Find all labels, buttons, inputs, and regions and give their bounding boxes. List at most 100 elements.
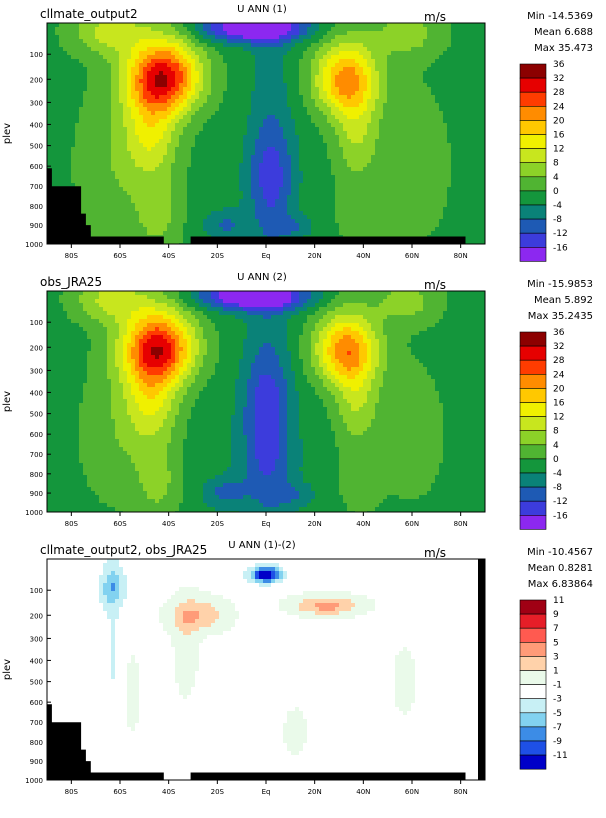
field-cell [219,87,223,91]
field-cell [83,203,87,207]
field-cell [399,191,403,195]
field-cell [339,39,343,43]
field-cell [243,39,247,43]
field-cell [127,163,131,167]
field-cell [203,91,207,95]
field-cell [123,107,127,111]
field-cell [103,51,107,55]
field-cell [179,99,183,103]
field-cell [99,135,103,139]
field-cell [479,135,483,139]
field-cell [455,147,459,151]
field-cell [55,63,59,67]
field-cell [331,147,335,151]
field-cell [395,175,399,179]
field-cell [311,127,315,131]
field-cell [271,171,275,175]
field-cell [55,27,59,31]
field-cell [187,107,191,111]
field-cell [451,171,455,175]
field-cell [299,63,303,67]
field-cell [407,199,411,203]
field-cell [203,139,207,143]
field-cell [187,191,191,195]
field-cell [455,143,459,147]
field-cell [431,135,435,139]
field-cell [363,103,367,107]
field-cell [231,79,235,83]
field-cell [115,39,119,43]
field-cell [391,111,395,115]
field-cell [463,163,467,167]
field-cell [307,91,311,95]
field-cell [403,27,407,31]
field-cell [287,99,291,103]
field-cell [147,123,151,127]
field-cell [159,175,163,179]
field-cell [475,91,479,95]
field-cell [415,115,419,119]
field-cell [223,27,227,31]
field-cell [103,187,107,191]
field-cell [275,31,279,35]
field-cell [291,199,295,203]
field-cell [295,143,299,147]
field-cell [115,95,119,99]
field-cell [219,67,223,71]
field-cell [99,203,103,207]
field-cell [343,159,347,163]
field-cell [475,159,479,163]
field-cell [63,27,67,31]
field-cell [419,127,423,131]
field-cell [439,127,443,131]
field-cell [147,23,151,27]
field-cell [123,75,127,79]
field-cell [87,103,91,107]
field-cell [467,103,471,107]
field-cell [83,131,87,135]
field-cell [219,27,223,31]
field-cell [263,167,267,171]
field-cell [431,55,435,59]
field-cell [219,131,223,135]
field-cell [439,51,443,55]
field-cell [251,35,255,39]
field-cell [171,67,175,71]
field-cell [219,123,223,127]
field-cell [379,159,383,163]
field-cell [243,171,247,175]
field-cell [283,123,287,127]
field-cell [331,23,335,27]
field-cell [199,179,203,183]
field-cell [107,35,111,39]
field-cell [123,79,127,83]
field-cell [315,107,319,111]
field-cell [467,159,471,163]
field-cell [319,115,323,119]
field-cell [207,111,211,115]
field-cell [307,123,311,127]
field-cell [67,131,71,135]
field-cell [67,39,71,43]
field-cell [347,39,351,43]
field-cell [83,55,87,59]
field-cell [291,127,295,131]
field-cell [199,83,203,87]
field-cell [163,39,167,43]
field-cell [155,119,159,123]
field-cell [315,99,319,103]
field-cell [383,39,387,43]
field-cell [371,139,375,143]
field-cell [471,175,475,179]
field-cell [59,63,63,67]
field-cell [135,187,139,191]
field-cell [223,95,227,99]
field-cell [255,27,259,31]
field-cell [391,63,395,67]
field-cell [431,131,435,135]
field-cell [187,63,191,67]
field-cell [51,171,55,175]
field-cell [391,79,395,83]
field-cell [143,39,147,43]
field-cell [375,115,379,119]
